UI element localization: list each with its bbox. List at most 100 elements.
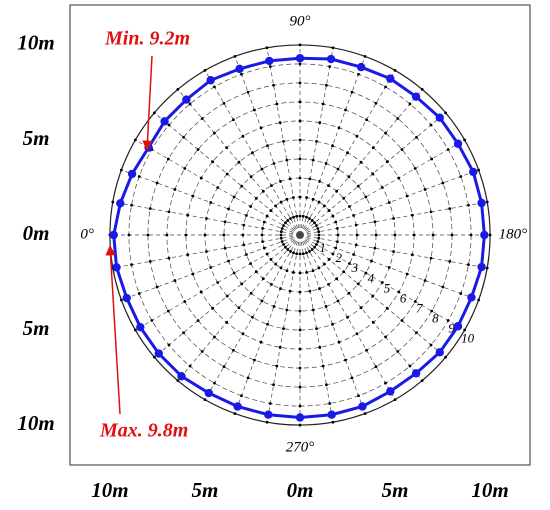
grid-dot [350, 90, 354, 94]
grid-dot [278, 121, 282, 125]
spoke [135, 139, 301, 236]
grid-dot [316, 227, 320, 230]
grid-dot [186, 213, 190, 217]
grid-dot [245, 253, 248, 256]
grid-dot [233, 54, 237, 58]
grid-dot [280, 227, 284, 230]
grid-dot [173, 188, 177, 191]
grid-dot [311, 158, 315, 162]
x-tick-label: 10m [471, 478, 508, 502]
grid-dot [429, 123, 433, 127]
grid-dot [385, 160, 389, 164]
grid-dot [148, 260, 152, 263]
ring-label: 10 [461, 331, 475, 346]
grid-dot [183, 300, 187, 303]
grid-dot [318, 345, 322, 349]
grid-dot [274, 262, 277, 266]
grid-dot [305, 196, 309, 199]
angle-label: 270° [286, 439, 315, 455]
grid-dot [279, 236, 283, 240]
grid-dot [298, 252, 302, 256]
data-point [264, 410, 273, 419]
grid-dot [261, 240, 264, 244]
grid-dot [188, 102, 192, 106]
grid-dot [298, 214, 302, 218]
data-point [136, 322, 145, 332]
annotation-max: Max. 9.8m [99, 420, 188, 442]
grid-dot [370, 259, 373, 263]
grid-dot [344, 108, 347, 112]
grid-dot [130, 203, 133, 207]
grid-dot [328, 65, 332, 68]
grid-dot [254, 270, 258, 274]
grid-dot [254, 196, 258, 200]
grid-dot [282, 140, 285, 143]
grid-dot [373, 220, 377, 224]
grid-dot [196, 148, 200, 151]
grid-dot [448, 260, 452, 263]
grid-dot [324, 305, 328, 308]
grid-dot [400, 319, 404, 322]
grid-dot [225, 294, 229, 298]
grid-dot [225, 172, 229, 176]
grid-dot [249, 262, 253, 265]
grid-dot [384, 85, 387, 89]
grid-dot [213, 381, 216, 385]
grid-dot [227, 259, 230, 263]
grid-dot [313, 245, 316, 249]
grid-dot [279, 266, 283, 270]
grid-dot [317, 233, 321, 237]
ring-label: 8 [432, 311, 439, 326]
grid-dot [298, 423, 302, 427]
grid-dot [371, 146, 375, 150]
grid-dot [467, 203, 470, 207]
grid-dot [279, 230, 283, 234]
grid-dot [205, 217, 208, 220]
grid-dot [241, 332, 245, 336]
data-point [154, 349, 163, 358]
spoke [299, 139, 465, 236]
grid-dot [385, 306, 389, 310]
grid-dot [318, 180, 321, 183]
spoke [121, 234, 301, 301]
grid-dot [209, 201, 213, 204]
grid-dot [223, 246, 227, 250]
grid-dot [308, 217, 311, 220]
grid-dot [365, 118, 368, 122]
grid-dot [261, 277, 265, 281]
grid-dot [371, 172, 375, 176]
grid-dot [446, 148, 450, 151]
data-point [112, 263, 121, 272]
grid-dot [305, 215, 308, 219]
grid-dot [242, 243, 246, 247]
grid-dot [242, 223, 246, 227]
data-point [453, 139, 463, 148]
grid-dot [199, 290, 203, 294]
data-point [469, 167, 478, 177]
spoke [299, 234, 396, 400]
grid-dot [167, 210, 171, 214]
y-tick-label: 5m [23, 126, 50, 150]
x-tick-label: 10m [91, 478, 128, 502]
grid-dot [261, 189, 265, 193]
grid-dot [295, 252, 299, 256]
grid-dot [265, 252, 269, 256]
spoke [112, 234, 301, 269]
grid-dot [213, 335, 216, 339]
spoke [154, 234, 301, 358]
grid-dot [295, 214, 299, 218]
data-point [127, 169, 137, 179]
grid-dot [335, 189, 339, 193]
grid-dot [286, 219, 290, 222]
spoke [154, 112, 301, 236]
grid-dot [216, 186, 220, 189]
grid-dot [410, 213, 414, 217]
grid-dot [301, 252, 305, 256]
grid-dot [342, 270, 346, 274]
ring-label: 1 [319, 240, 326, 255]
grid-dot [301, 214, 305, 218]
grid-dot [405, 272, 409, 276]
grid-dot [167, 123, 171, 127]
grid-dot [317, 236, 321, 240]
grid-dot [270, 282, 273, 286]
